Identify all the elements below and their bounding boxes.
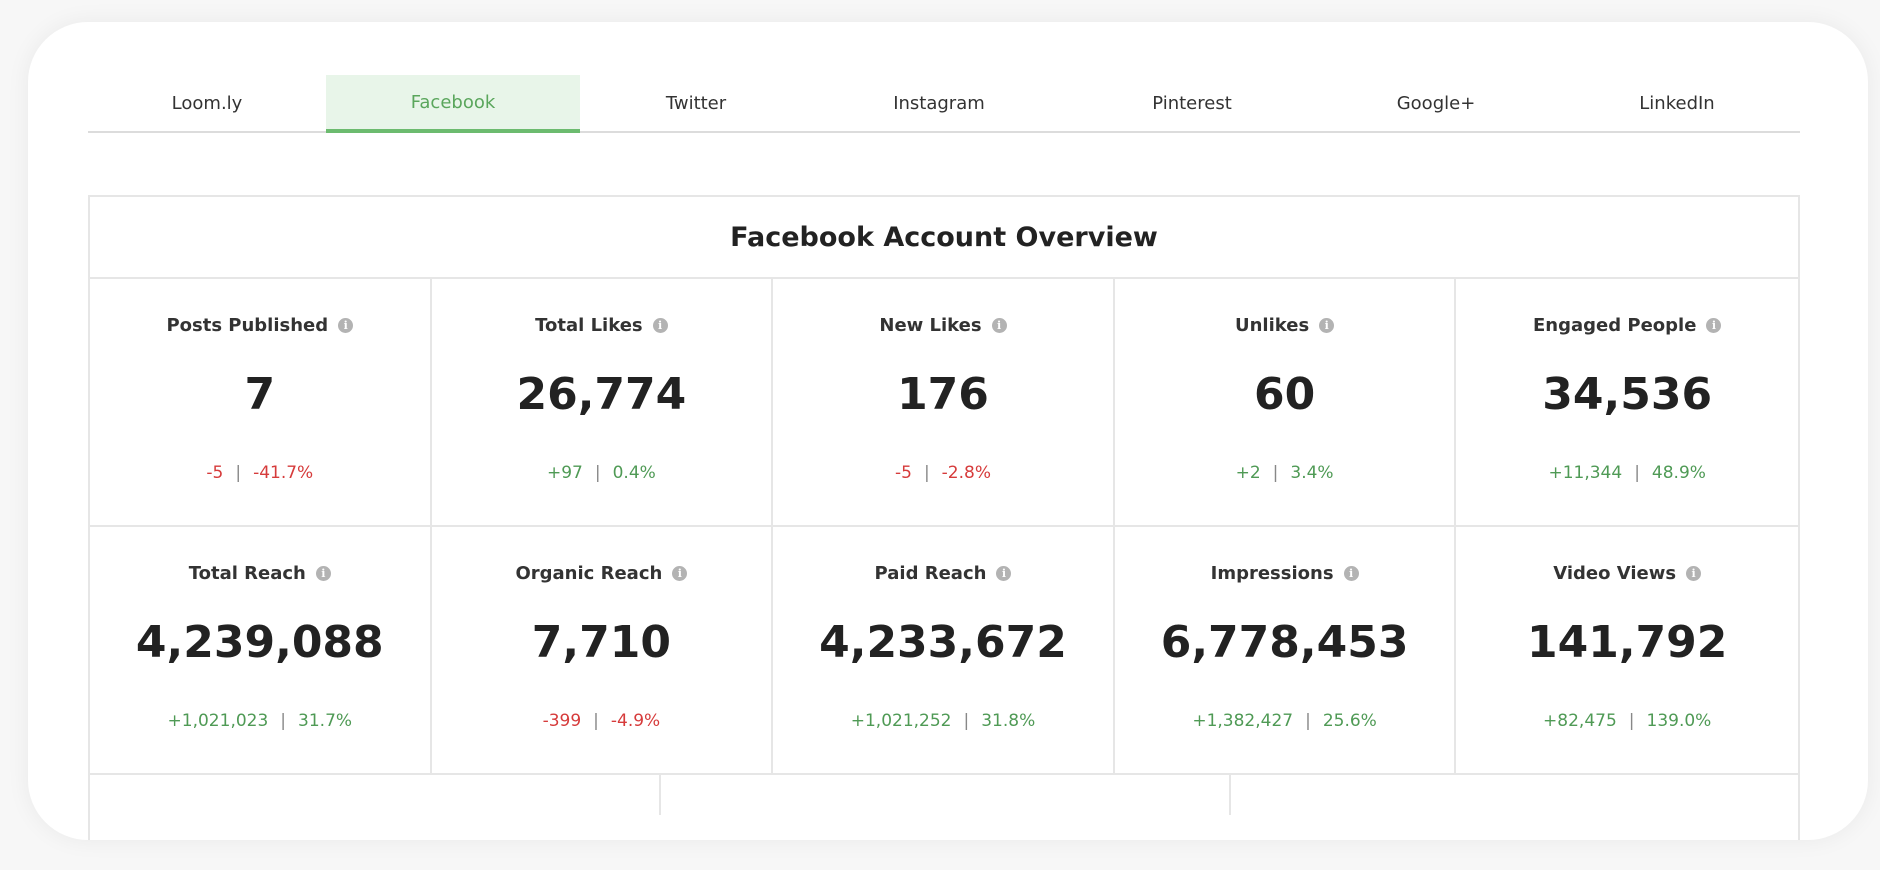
- tab-pinterest[interactable]: Pinterest: [1152, 92, 1232, 114]
- tab-linkedin[interactable]: LinkedIn: [1639, 92, 1715, 114]
- metric-label: Video Views: [1553, 563, 1677, 584]
- separator: |: [923, 463, 930, 483]
- metric-organic-reach: Organic Reach i 7,710 -399 | -4.9%: [431, 527, 774, 775]
- info-icon[interactable]: i: [672, 566, 688, 581]
- info-icon[interactable]: i: [1343, 566, 1359, 581]
- metric-delta: -5: [206, 463, 224, 483]
- metric-delta: +1,021,023: [167, 711, 269, 731]
- metric-value: 26,774: [516, 369, 687, 420]
- separator: |: [280, 711, 287, 731]
- tab-twitter[interactable]: Twitter: [665, 92, 727, 114]
- metric-label: Engaged People: [1532, 315, 1697, 336]
- metric-change: -399 | -4.9%: [432, 711, 772, 731]
- metric-label: Unlikes: [1235, 315, 1310, 336]
- metric-change: -5 | -2.8%: [773, 463, 1113, 483]
- metric-value: 4,233,672: [819, 617, 1067, 668]
- panel-title: Facebook Account Overview: [90, 197, 1798, 279]
- metric-total-reach: Total Reach i 4,239,088 +1,021,023 | 31.…: [90, 527, 432, 775]
- metric-change: +82,475 | 139.0%: [1456, 711, 1798, 731]
- metric-change: +97 | 0.4%: [432, 463, 772, 483]
- metric-label: Organic Reach: [515, 563, 663, 584]
- separator: |: [235, 463, 242, 483]
- metric-label: Paid Reach: [874, 563, 987, 584]
- metric-value: 141,792: [1526, 617, 1728, 668]
- metric-percent: 0.4%: [612, 463, 656, 483]
- metric-percent: 139.0%: [1646, 711, 1712, 731]
- metric-delta: +2: [1235, 463, 1261, 483]
- tab-loomly[interactable]: Loom.ly: [171, 92, 243, 114]
- metric-percent: -2.8%: [941, 463, 991, 483]
- separator: |: [1272, 463, 1279, 483]
- metric-value: 176: [897, 369, 989, 420]
- metric-value: 4,239,088: [135, 617, 384, 668]
- metric-value: 60: [1253, 369, 1316, 420]
- metric-change: +1,382,427 | 25.6%: [1115, 711, 1455, 731]
- metric-label: Posts Published: [166, 315, 329, 336]
- metric-label: Total Likes: [535, 315, 643, 336]
- next-row-edge: [90, 775, 1798, 815]
- metric-new-likes: New Likes i 176 -5 | -2.8%: [773, 279, 1115, 527]
- metric-video-views: Video Views i 141,792 +82,475 | 139.0%: [1456, 527, 1798, 775]
- network-tabs: Loom.ly Facebook Twitter Instagram Pinte…: [88, 75, 1800, 133]
- info-icon[interactable]: i: [1706, 318, 1722, 333]
- metric-label: Total Reach: [188, 563, 306, 584]
- info-icon[interactable]: i: [991, 318, 1007, 333]
- metric-change: +1,021,023 | 31.7%: [90, 711, 430, 731]
- app-frame: Loom.ly Facebook Twitter Instagram Pinte…: [28, 22, 1868, 840]
- info-icon[interactable]: i: [1319, 318, 1335, 333]
- separator: |: [593, 711, 599, 731]
- metric-delta: -399: [542, 711, 582, 731]
- metric-percent: 31.8%: [981, 711, 1036, 731]
- metric-engaged-people: Engaged People i 34,536 +11,344 | 48.9%: [1456, 279, 1798, 527]
- separator: |: [1305, 711, 1311, 731]
- info-icon[interactable]: i: [652, 318, 668, 333]
- metric-unlikes: Unlikes i 60 +2 | 3.4%: [1114, 279, 1457, 527]
- metric-label: Impressions: [1210, 563, 1334, 584]
- metric-change: +11,344 | 48.9%: [1456, 463, 1798, 483]
- metric-change: +1,021,252 | 31.8%: [773, 711, 1113, 731]
- metric-posts-published: Posts Published i 7 -5 | -41.7%: [90, 279, 432, 527]
- info-icon[interactable]: i: [996, 566, 1012, 581]
- metric-delta: +82,475: [1543, 711, 1617, 731]
- metrics-grid: Posts Published i 7 -5 | -41.7% Total Li…: [90, 279, 1798, 775]
- info-icon[interactable]: i: [1686, 566, 1702, 581]
- metric-paid-reach: Paid Reach i 4,233,672 +1,021,252 | 31.8…: [773, 527, 1115, 775]
- metric-total-likes: Total Likes i 26,774 +97 | 0.4%: [431, 279, 774, 527]
- metric-change: -5 | -41.7%: [90, 463, 430, 483]
- metric-percent: -4.9%: [610, 711, 661, 731]
- tab-instagram[interactable]: Instagram: [893, 92, 985, 114]
- metric-delta: -5: [894, 463, 912, 483]
- divider: [1229, 775, 1231, 815]
- account-overview-panel: Facebook Account Overview Posts Publishe…: [88, 195, 1800, 840]
- separator: |: [1628, 711, 1635, 731]
- separator: |: [963, 711, 970, 731]
- metric-value: 34,536: [1542, 369, 1713, 420]
- metric-change: +2 | 3.4%: [1115, 463, 1455, 483]
- metric-value: 7,710: [531, 617, 671, 668]
- divider: [659, 775, 661, 815]
- tab-google-plus[interactable]: Google+: [1396, 92, 1476, 114]
- info-icon[interactable]: i: [315, 566, 331, 581]
- metric-percent: 48.9%: [1651, 463, 1706, 483]
- separator: |: [594, 463, 601, 483]
- metric-delta: +11,344: [1548, 463, 1623, 483]
- metric-delta: +97: [546, 463, 583, 483]
- metric-percent: 31.7%: [298, 711, 353, 731]
- metric-delta: +1,021,252: [850, 711, 952, 731]
- metric-percent: -41.7%: [253, 463, 314, 483]
- metric-value: 7: [244, 369, 276, 420]
- tab-facebook[interactable]: Facebook: [326, 75, 580, 133]
- metric-percent: 3.4%: [1290, 463, 1334, 483]
- metric-label: New Likes: [879, 315, 982, 336]
- metric-delta: +1,382,427: [1192, 711, 1294, 731]
- separator: |: [1634, 463, 1640, 483]
- metric-value: 6,778,453: [1160, 617, 1409, 668]
- info-icon[interactable]: i: [338, 318, 354, 333]
- metric-impressions: Impressions i 6,778,453 +1,382,427 | 25.…: [1114, 527, 1457, 775]
- metric-percent: 25.6%: [1322, 711, 1377, 731]
